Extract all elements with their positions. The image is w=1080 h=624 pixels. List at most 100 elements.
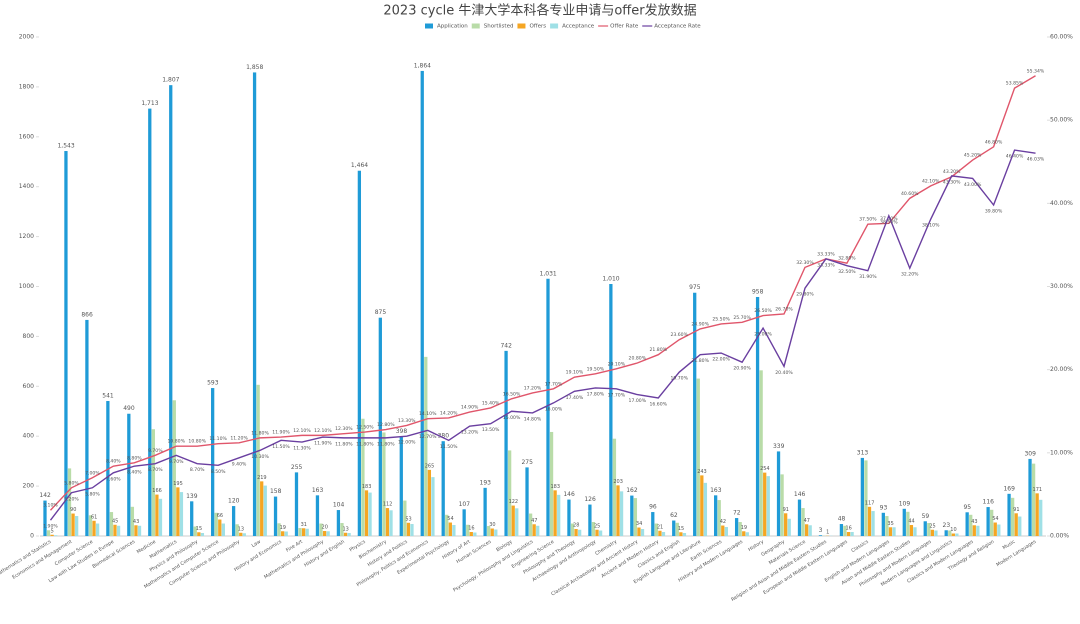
data-label: 61	[91, 514, 97, 520]
bar	[864, 460, 867, 536]
data-label: 120	[228, 498, 240, 505]
bar	[368, 493, 371, 536]
data-label: 958	[752, 288, 764, 295]
bar	[64, 151, 67, 536]
data-label: 43	[133, 519, 139, 525]
bar	[85, 320, 88, 536]
rate-label: 31.90%	[859, 274, 877, 280]
bar	[672, 521, 675, 536]
bar	[337, 510, 340, 536]
bar	[931, 530, 934, 536]
rate-label: 16.60%	[650, 401, 668, 407]
bar	[767, 476, 770, 536]
bar	[386, 508, 389, 536]
bar	[924, 521, 927, 536]
rate-label: 17.80%	[587, 391, 605, 397]
rate-label: 29.80%	[796, 292, 814, 298]
rate-label: 17.00%	[629, 398, 647, 404]
bar	[96, 524, 99, 536]
rate-label: 11.50%	[440, 444, 458, 450]
bar	[152, 429, 155, 536]
rate-label: 26.70%	[775, 306, 793, 312]
rate-label: 12.10%	[314, 428, 332, 434]
rate-label: 20.10%	[608, 361, 626, 367]
rate-label: 33.33%	[817, 262, 835, 268]
bar	[302, 528, 305, 536]
rate-label: 17.20%	[524, 385, 542, 391]
legend-label: Acceptance Rate	[654, 24, 701, 30]
data-label: 203	[613, 479, 623, 485]
rate-label: 32.50%	[838, 269, 856, 275]
rate-label: 10.80%	[167, 439, 185, 445]
rate-label: 17.70%	[608, 392, 626, 398]
bar	[323, 531, 326, 536]
bar	[173, 400, 176, 536]
bar	[976, 526, 979, 536]
legend-label: Application	[437, 24, 468, 30]
bar	[365, 490, 368, 536]
bar	[903, 509, 906, 536]
bar	[651, 512, 654, 536]
data-label: 254	[760, 466, 770, 472]
data-label: 195	[173, 481, 183, 487]
bar	[134, 525, 137, 536]
data-label: 13	[238, 526, 244, 532]
rate-label: 37.50%	[859, 217, 877, 223]
bar	[232, 506, 235, 536]
data-label: 142	[39, 492, 51, 499]
y2-tick-label: 20.00%	[1050, 366, 1073, 373]
data-label: 1,464	[351, 162, 368, 169]
bar	[71, 514, 74, 536]
bar	[243, 533, 246, 536]
rate-label: 19.70%	[670, 376, 688, 382]
bar	[609, 284, 612, 536]
data-label: 158	[270, 488, 282, 495]
data-label: 90	[70, 507, 76, 513]
data-label: 1,543	[57, 143, 74, 150]
bar	[934, 531, 937, 536]
rate-label: 20.80%	[629, 356, 647, 362]
bar	[986, 507, 989, 536]
rate-label: 11.80%	[377, 441, 395, 447]
bar	[704, 483, 707, 536]
bar	[358, 171, 361, 536]
data-label: 42	[720, 519, 726, 525]
bar	[714, 495, 717, 536]
bar	[428, 470, 431, 536]
rate-label: 25.00%	[754, 332, 772, 338]
rate-label: 43.20%	[943, 169, 961, 175]
bar	[54, 535, 57, 536]
bar	[75, 516, 78, 536]
data-label: 91	[783, 507, 789, 513]
rate-label: 12.70%	[419, 434, 437, 440]
data-label: 66	[217, 513, 223, 519]
bar	[889, 527, 892, 536]
bar	[861, 458, 864, 536]
data-label: 1,713	[141, 100, 158, 107]
data-label: 28	[573, 523, 579, 529]
data-label: 112	[383, 502, 393, 508]
x-tick-label: Human Sciences	[455, 539, 492, 566]
rate-label: 15.40%	[482, 400, 500, 406]
data-label: 490	[123, 405, 135, 412]
bar	[508, 450, 511, 536]
rate-label: 13.50%	[482, 427, 500, 433]
rate-label: 21.80%	[650, 347, 668, 353]
data-label: 19	[741, 525, 747, 531]
data-label: 25	[594, 523, 600, 529]
y-tick-label: 400	[23, 433, 35, 440]
bar	[295, 472, 298, 536]
rate-label: 43.00%	[964, 182, 982, 188]
rate-label: 40.60%	[901, 191, 919, 197]
legend-label: Offers	[529, 24, 546, 30]
bar	[945, 530, 948, 536]
legend-swatch	[425, 24, 433, 29]
bar	[700, 475, 703, 536]
data-label: 339	[773, 443, 785, 450]
rate-label: 15.00%	[503, 415, 521, 421]
bar	[1039, 500, 1042, 536]
data-label: 163	[312, 487, 324, 494]
data-label: 742	[500, 342, 512, 349]
data-label: 45	[112, 518, 118, 524]
data-label: 975	[689, 284, 701, 291]
